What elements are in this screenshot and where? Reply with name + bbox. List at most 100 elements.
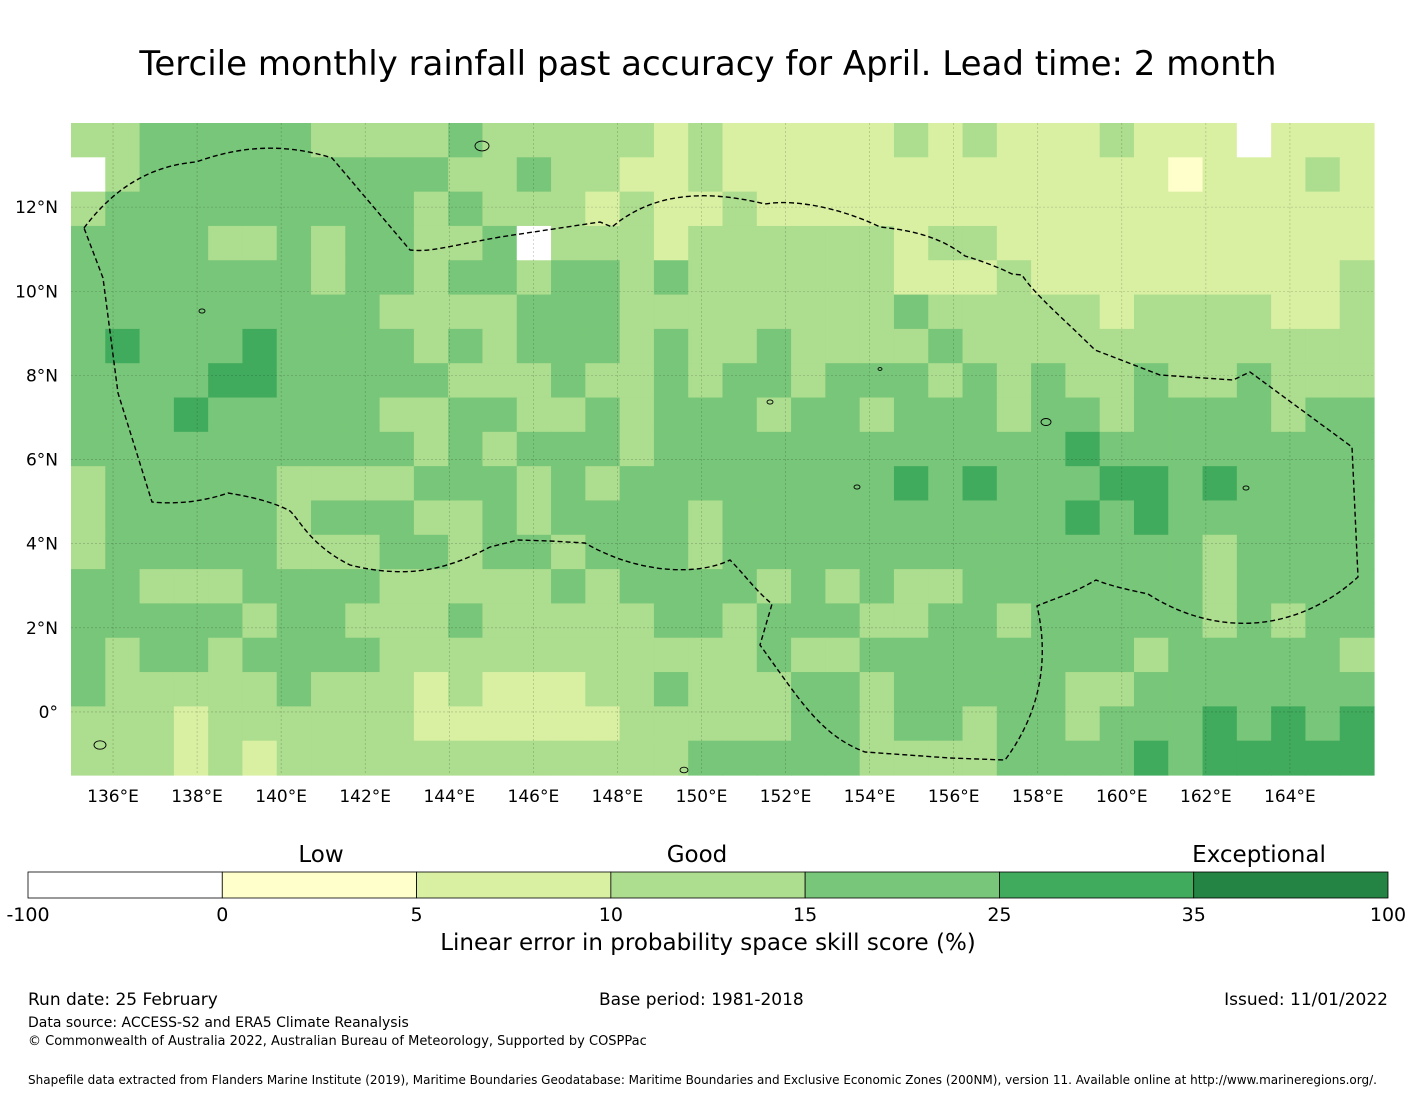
grid-cell: [482, 397, 518, 433]
grid-cell: [1305, 500, 1341, 536]
grid-cell: [1305, 431, 1341, 467]
grid-cell: [1305, 294, 1341, 330]
grid-cell: [1271, 260, 1307, 296]
grid-cell: [928, 294, 964, 330]
grid-cell: [1065, 157, 1101, 193]
grid-cell: [1168, 500, 1204, 536]
grid-cell: [962, 534, 998, 570]
grid-cell: [1339, 569, 1375, 605]
grid-cell: [448, 123, 484, 158]
grid-cell: [1031, 603, 1066, 639]
grid-cell: [791, 603, 826, 639]
grid-cell: [996, 397, 1032, 433]
grid-cell: [756, 637, 792, 673]
grid-cell: [1202, 740, 1238, 776]
grid-cell: [311, 431, 346, 467]
grid-cell: [619, 569, 655, 605]
grid-cell: [1305, 672, 1341, 707]
grid-cell: [516, 328, 552, 364]
grid-cell: [139, 294, 175, 330]
grid-cell: [448, 569, 484, 605]
grid-cell: [1339, 466, 1375, 502]
grid-cell: [105, 740, 141, 776]
grid-cell: [1168, 397, 1204, 433]
grid-cell: [208, 157, 244, 193]
grid-cell: [619, 328, 655, 364]
grid-cell: [996, 294, 1032, 330]
colorbar-tick-label: 10: [599, 904, 623, 926]
grid-cell: [1236, 397, 1272, 433]
grid-cell: [173, 466, 209, 502]
copyright: © Commonwealth of Australia 2022, Austra…: [28, 1034, 647, 1049]
grid-cell: [1099, 363, 1135, 399]
grid-cell: [1339, 740, 1375, 776]
grid-cell: [1133, 603, 1169, 639]
grid-cell: [1133, 328, 1169, 364]
grid-cell: [653, 363, 689, 399]
grid-cell: [71, 569, 106, 605]
grid-cell: [619, 603, 655, 639]
grid-cell: [1065, 363, 1101, 399]
grid-cell: [893, 672, 929, 707]
grid-cell: [791, 740, 826, 776]
grid-cell: [653, 123, 689, 158]
grid-cell: [1031, 260, 1066, 296]
grid-cell: [482, 260, 518, 296]
grid-cell: [71, 397, 106, 433]
grid-cell: [928, 534, 964, 570]
grid-cell: [756, 191, 792, 227]
grid-cell: [1236, 672, 1272, 707]
grid-cell: [1099, 123, 1135, 158]
grid-cell: [585, 706, 621, 742]
grid-cell: [928, 260, 964, 296]
grid-cell: [482, 706, 518, 742]
grid-cell: [996, 157, 1032, 193]
grid-cell: [1339, 637, 1375, 673]
grid-cell: [345, 123, 381, 158]
grid-cell: [756, 569, 792, 605]
grid-cell: [893, 740, 929, 776]
grid-cell: [516, 123, 552, 158]
grid-cell: [1202, 500, 1238, 536]
grid-cell: [893, 500, 929, 536]
grid-cell: [585, 123, 621, 158]
grid-cell: [688, 260, 724, 296]
grid-cell: [173, 603, 209, 639]
grid-cell: [516, 672, 552, 707]
grid-cell: [516, 294, 552, 330]
grid-cell: [619, 672, 655, 707]
grid-cell: [722, 500, 758, 536]
grid-cell: [379, 569, 415, 605]
grid-cell: [688, 191, 724, 227]
grid-cell: [139, 500, 175, 536]
grid-cell: [1305, 328, 1341, 364]
grid-cell: [688, 466, 724, 502]
grid-cell: [619, 260, 655, 296]
grid-cell: [756, 500, 792, 536]
colorbar-segment: [221, 871, 417, 899]
grid-cell: [619, 637, 655, 673]
grid-cell: [139, 191, 175, 227]
grid-cell: [105, 363, 141, 399]
grid-cell: [276, 603, 312, 639]
grid-cell: [379, 466, 415, 502]
grid-cell: [893, 123, 929, 158]
grid-cell: [653, 294, 689, 330]
grid-cell: [756, 740, 792, 776]
grid-cell: [1168, 431, 1204, 467]
grid-cell: [276, 397, 312, 433]
grid-cell: [1236, 123, 1272, 158]
grid-cell: [516, 363, 552, 399]
grid-cell: [208, 740, 244, 776]
grid-cell: [893, 637, 929, 673]
grid-cell: [105, 466, 141, 502]
grid-cell: [516, 431, 552, 467]
colorbar-tick-label: 100: [1370, 904, 1406, 926]
grid-cell: [1202, 157, 1238, 193]
grid-cell: [345, 294, 381, 330]
grid-cell: [962, 637, 998, 673]
grid-cell: [345, 569, 381, 605]
grid-cell: [71, 363, 106, 399]
colorbar-tick-label: 25: [987, 904, 1011, 926]
grid-cell: [551, 569, 586, 605]
